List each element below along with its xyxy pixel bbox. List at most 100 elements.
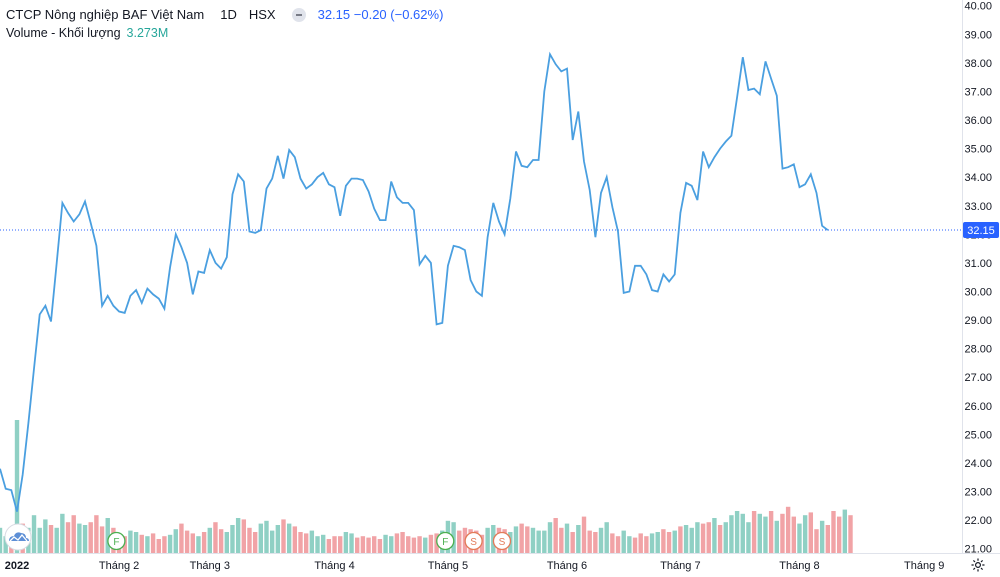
volume-bar	[309, 530, 315, 553]
volume-bar	[729, 515, 734, 553]
price-axis[interactable]: 40.00 39.00 38.00 37.00 36.00 35.00 34.00 33.00…	[4, 1, 999, 556]
price-tick-label: 24.00	[964, 458, 992, 470]
volume-bar	[649, 533, 655, 553]
volume-bar	[247, 527, 252, 553]
volume-bar	[819, 520, 825, 553]
last-price-label: 32.15	[963, 222, 999, 239]
volume-bar	[389, 536, 394, 553]
exchange: HSX	[248, 7, 276, 22]
price-tick-label: 27.00	[964, 372, 992, 384]
volume-bar	[94, 515, 99, 553]
volume-bar	[269, 530, 275, 553]
dividend-marker[interactable]: F	[436, 531, 455, 551]
volume-bar	[400, 532, 405, 553]
volume-bar	[167, 534, 173, 553]
price-tick-label: 21.00	[964, 544, 992, 556]
cloud-logo-icon[interactable]	[4, 523, 32, 551]
volume-bar	[417, 536, 422, 553]
volume-bar	[485, 527, 490, 553]
volume-bar	[723, 522, 728, 553]
volume-bar	[139, 534, 144, 553]
volume-bar	[581, 516, 587, 553]
price-tick-label: 35.00	[964, 144, 992, 156]
price-tick-label: 26.00	[964, 401, 992, 413]
collapse-icon[interactable]	[291, 8, 306, 22]
volume-bar	[785, 506, 791, 553]
price-tick-label: 28.00	[964, 344, 992, 356]
volume-bar	[655, 532, 660, 553]
time-axis[interactable]: 2022 Tháng 2 Tháng 3 Tháng 4 Tháng 5 Tháng 6 T…	[5, 560, 945, 572]
volume-bar	[791, 516, 796, 553]
volume-bar	[751, 511, 757, 553]
timeframe[interactable]: 1D	[220, 7, 237, 22]
volume-bar	[60, 513, 65, 553]
time-tick-label: Tháng 7	[660, 560, 700, 572]
volume-bar	[717, 525, 723, 553]
volume-bar	[627, 536, 632, 553]
volume-bar	[31, 515, 37, 553]
volume-bar	[162, 536, 167, 553]
volume-bar	[746, 522, 751, 553]
price-tick-label: 31.00	[964, 258, 992, 270]
volume-bar	[71, 515, 76, 553]
volume-bar	[700, 523, 706, 553]
volume-bar	[695, 522, 700, 553]
volume-bar	[383, 534, 388, 553]
volume-bar	[207, 527, 212, 553]
volume-bar	[706, 522, 711, 553]
volume-bar	[372, 536, 377, 553]
volume-bar	[275, 525, 281, 553]
volume-bar	[184, 530, 190, 553]
volume-bar	[632, 537, 638, 553]
volume-bar	[598, 527, 604, 553]
price-tick-label: 36.00	[964, 115, 992, 127]
volume-bar	[547, 522, 553, 553]
volume-bar	[241, 519, 247, 553]
symbol-name[interactable]: CTCP Nông nghiệp BAF Việt Nam	[6, 7, 205, 22]
volume-bar	[173, 529, 178, 553]
volume-bar	[553, 518, 558, 553]
volume-bar	[842, 509, 848, 553]
volume-bar	[689, 527, 694, 553]
split-marker[interactable]: S	[464, 531, 483, 551]
dividend-marker[interactable]: F	[107, 531, 126, 551]
volume-bar	[661, 529, 666, 553]
volume-bar	[780, 513, 785, 553]
volume-bar	[230, 525, 235, 553]
volume-bar	[570, 532, 575, 553]
volume-bar	[235, 518, 241, 553]
price-tick-label: 40.00	[964, 1, 992, 13]
volume-bar	[536, 530, 541, 553]
volume-bar	[133, 532, 139, 553]
svg-text:S: S	[470, 537, 477, 548]
volume-bar	[610, 533, 615, 553]
volume-bar	[196, 536, 201, 553]
volume-bar	[88, 522, 93, 553]
price-tick-label: 34.00	[964, 172, 992, 184]
volume-bar	[298, 532, 303, 553]
price-change-pct: (−0.62%)	[390, 7, 444, 22]
time-tick-label: Tháng 3	[190, 560, 230, 572]
volume-bar	[542, 530, 547, 553]
price-tick-label: 25.00	[964, 429, 992, 441]
volume-bar	[105, 518, 110, 553]
volume-value: 3.273M	[126, 26, 169, 40]
volume-bar	[457, 530, 462, 553]
volume-bar	[14, 420, 20, 553]
chart-legend: CTCP Nông nghiệp BAF Việt Nam 1D HSX 32.…	[6, 6, 443, 42]
volume-bar	[190, 533, 195, 553]
volume-bar	[411, 537, 417, 553]
split-marker[interactable]: S	[492, 531, 512, 551]
volume-bar	[666, 532, 672, 553]
volume-bar	[564, 523, 570, 553]
volume-bar	[423, 537, 428, 553]
volume-bar	[128, 530, 133, 553]
volume-bar	[394, 533, 400, 553]
volume-bar	[366, 537, 371, 553]
volume-bar	[513, 526, 519, 553]
gear-icon[interactable]	[970, 557, 986, 573]
volume-bar	[179, 523, 184, 553]
volume-bar	[593, 532, 598, 553]
volume-label[interactable]: Volume - Khối lượng	[6, 26, 121, 40]
